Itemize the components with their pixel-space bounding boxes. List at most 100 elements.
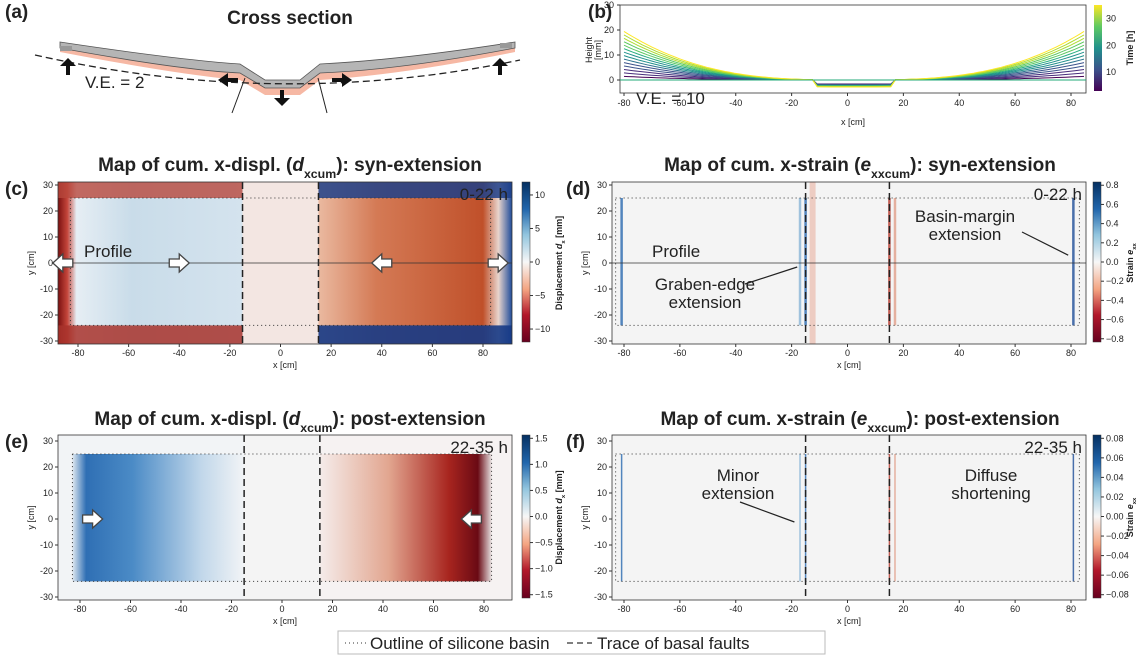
colorbar-tick-label: 10 (1106, 67, 1116, 77)
y-tick-label: 10 (43, 232, 53, 242)
y-tick-label: 20 (43, 462, 53, 472)
x-tick-label: -60 (122, 348, 135, 358)
panel-label: (b) (588, 2, 612, 23)
x-tick-label: 40 (954, 348, 964, 358)
y-tick-label: -20 (594, 310, 607, 320)
text-part: ): syn-extension (336, 155, 482, 176)
y-axis-label: [mm] (593, 40, 603, 60)
colorbar (521, 434, 531, 599)
colorbar-tick-label: −0.4 (1106, 295, 1124, 305)
y-tick-label: 0 (602, 514, 607, 524)
annotation: Profile (84, 242, 132, 261)
x-axis-label: x [cm] (837, 616, 861, 626)
colorbar-tick-label: −0.6 (1106, 315, 1124, 325)
colorbar-tick-label: −0.04 (1106, 551, 1129, 561)
colorbar-tick-label: 0.4 (1106, 219, 1119, 229)
hollow-arrow (487, 252, 510, 274)
field (318, 325, 512, 344)
x-tick-label: -60 (673, 604, 686, 614)
y-tick-label: 10 (597, 488, 607, 498)
colorbar-tick-label: 0.04 (1106, 472, 1124, 482)
y-axis-label: y [cm] (580, 251, 590, 275)
colorbar-tick-label: 0.08 (1106, 433, 1124, 443)
text-part: d (289, 409, 301, 430)
y-tick-label: 0 (602, 258, 607, 268)
y-tick-label: 0 (48, 514, 53, 524)
text-part: Strain (1125, 509, 1135, 537)
x-tick-label: -80 (73, 604, 86, 614)
y-axis-label: Height (584, 36, 594, 63)
text-part: [mm] (554, 216, 564, 241)
y-tick-label: -30 (40, 592, 53, 602)
colorbar-tick-label: 0.2 (1106, 238, 1119, 248)
x-tick-label: 60 (427, 348, 437, 358)
annotation: V.E. = 10 (636, 89, 705, 108)
annotation: shortening (951, 484, 1030, 503)
colorbar (1092, 181, 1102, 343)
text-part: Map of cum. x-displ. ( (94, 409, 289, 430)
y-tick-label: 30 (597, 180, 607, 190)
y-tick-label: 30 (597, 436, 607, 446)
x-tick-label: 0 (845, 604, 850, 614)
x-tick-label: -40 (174, 604, 187, 614)
x-tick-label: -80 (617, 604, 630, 614)
legend-label: Trace of basal faults (597, 634, 749, 653)
x-axis-label: x [cm] (837, 360, 861, 370)
colorbar-tick-label: 0.8 (1106, 180, 1119, 190)
y-tick-label: -10 (40, 284, 53, 294)
annotation: Minor (717, 466, 760, 485)
y-tick-label: 10 (604, 50, 614, 60)
text-part: d (554, 498, 564, 504)
x-tick-label: 20 (898, 604, 908, 614)
x-tick-label: 20 (326, 348, 336, 358)
x-tick-label: -80 (617, 348, 630, 358)
colorbar-tick-label: 0.00 (1106, 512, 1124, 522)
text-part: [mm] (554, 470, 564, 495)
colorbar-tick-label: −0.06 (1106, 570, 1129, 580)
y-tick-label: 20 (597, 462, 607, 472)
time-label: 22-35 h (1024, 438, 1082, 457)
colorbar-tick-label: 20 (1106, 40, 1116, 50)
composite-text: Map of cum. x-strain (exxcum): syn-exten… (664, 155, 1056, 181)
x-tick-label: 0 (845, 348, 850, 358)
hollow-arrow (81, 508, 104, 530)
hollow-arrow (168, 252, 191, 274)
y-axis-label: y [cm] (26, 251, 36, 275)
x-tick-label: 80 (479, 604, 489, 614)
x-tick-label: 60 (428, 604, 438, 614)
x-tick-label: 40 (954, 604, 964, 614)
colorbar-tick-label: 0.06 (1106, 453, 1124, 463)
field (58, 325, 243, 344)
text-part: e (860, 155, 871, 176)
annotation: Basin-margin (915, 207, 1015, 226)
y-tick-label: -30 (594, 592, 607, 602)
text-part: Map of cum. x-strain ( (660, 409, 857, 430)
x-tick-label: -40 (729, 604, 742, 614)
colorbar-tick-label: 30 (1106, 13, 1116, 23)
annotation: Diffuse (965, 466, 1018, 485)
y-tick-label: -10 (594, 540, 607, 550)
x-axis-label: x [cm] (841, 117, 865, 127)
x-axis-label: x [cm] (273, 616, 297, 626)
colorbar-tick-label: 0.0 (1106, 257, 1119, 267)
panel-label: (f) (566, 432, 585, 453)
y-tick-label: 20 (43, 206, 53, 216)
y-tick-label: 0 (609, 75, 614, 85)
pointer (739, 501, 795, 523)
colorbar-tick-label: −1.5 (535, 590, 553, 600)
text-part: xx (1132, 242, 1138, 249)
x-tick-label: 20 (898, 98, 908, 108)
text-part: e (1125, 250, 1135, 255)
colorbar-tick-label: 0.02 (1106, 492, 1124, 502)
x-tick-label: 0 (278, 348, 283, 358)
legend: Outline of silicone basin Trace of basal… (337, 630, 826, 655)
x-tick-label: 40 (377, 348, 387, 358)
colorbar-tick-label: −0.2 (1106, 276, 1124, 286)
composite-text: Strain exx (1125, 242, 1138, 282)
y-tick-label: 30 (43, 436, 53, 446)
text-part: Displacement (554, 249, 564, 310)
x-tick-label: 0 (279, 604, 284, 614)
colorbar-tick-label: −0.5 (535, 538, 553, 548)
x-tick-label: 60 (1010, 604, 1020, 614)
